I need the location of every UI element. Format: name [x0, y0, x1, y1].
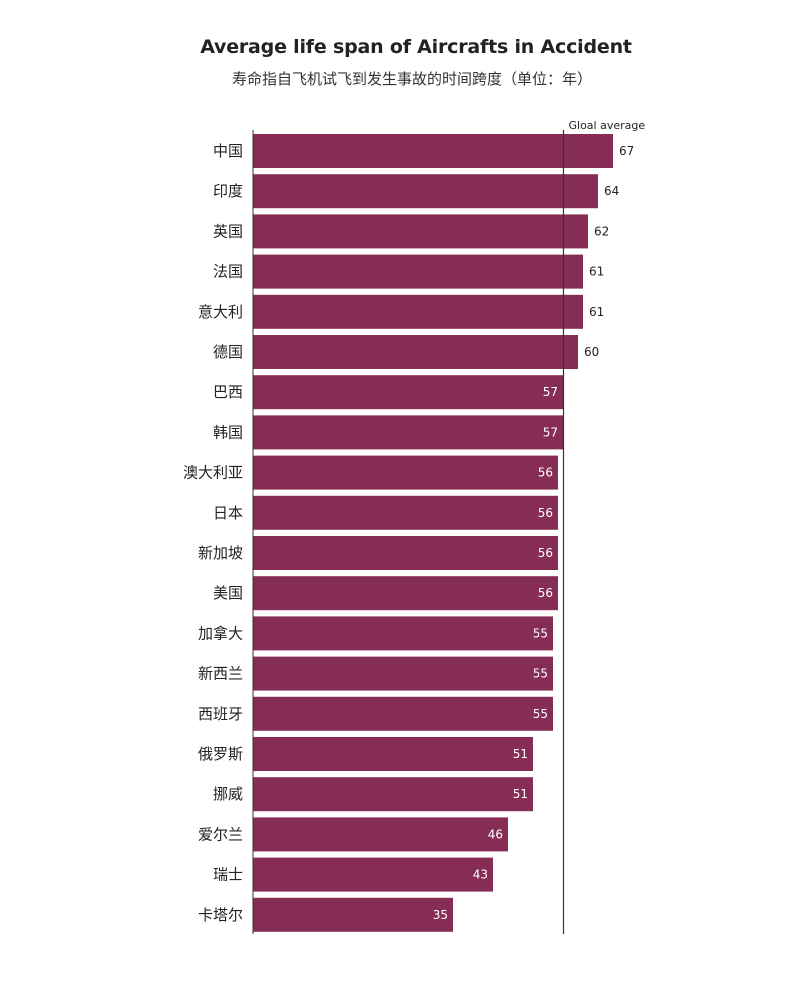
category-label: 西班牙: [198, 705, 243, 723]
data-label: 55: [533, 707, 548, 721]
bar: [253, 214, 588, 249]
category-label: 意大利: [198, 303, 243, 321]
average-reference-label: Gloal average: [569, 119, 646, 132]
data-label: 51: [513, 787, 528, 801]
bar: [253, 536, 558, 570]
bar: [253, 455, 558, 490]
data-label: 35: [433, 908, 448, 922]
bar: [253, 656, 553, 691]
bar: [253, 857, 493, 892]
data-label: 57: [543, 425, 558, 439]
category-label: 新加坡: [198, 544, 243, 562]
bar: [253, 375, 563, 410]
chart-subtitle: 寿命指自飞机试飞到发生事故的时间跨度（单位：年）: [231, 70, 592, 88]
data-label: 61: [589, 265, 604, 279]
bar: [253, 897, 453, 932]
bar: [253, 174, 598, 209]
data-label: 61: [589, 305, 604, 319]
category-label: 美国: [213, 584, 243, 602]
bar: [253, 616, 553, 651]
category-label: 俄罗斯: [198, 745, 243, 763]
category-label: 英国: [213, 222, 243, 240]
category-label: 法国: [213, 263, 243, 281]
category-label: 爱尔兰: [198, 825, 243, 843]
category-label: 印度: [213, 182, 243, 200]
category-label: 韩国: [213, 423, 243, 441]
category-label: 卡塔尔: [198, 906, 243, 924]
category-label: 中国: [213, 142, 243, 160]
category-label: 日本: [213, 504, 243, 522]
bar: [253, 576, 558, 611]
data-label: 57: [543, 385, 558, 399]
data-label: 56: [538, 546, 553, 560]
category-label: 澳大利亚: [183, 464, 243, 482]
data-label: 56: [538, 586, 553, 600]
data-label: 67: [619, 144, 634, 158]
data-label: 46: [488, 827, 503, 841]
bar: [253, 254, 583, 289]
category-label: 新西兰: [198, 665, 243, 683]
category-label: 德国: [213, 343, 243, 361]
bar: [253, 737, 533, 771]
data-label: 55: [533, 626, 548, 640]
category-label: 巴西: [213, 383, 243, 401]
bar: [253, 495, 558, 530]
bar: [253, 134, 613, 168]
data-label: 43: [473, 868, 488, 882]
category-label: 挪威: [213, 785, 243, 803]
category-label: 加拿大: [198, 624, 243, 642]
data-label: 51: [513, 747, 528, 761]
data-label: 56: [538, 506, 553, 520]
data-label: 60: [584, 345, 599, 359]
data-label: 64: [604, 184, 619, 198]
data-label: 62: [594, 224, 609, 238]
chart-title: Average life span of Aircrafts in Accide…: [200, 36, 632, 58]
category-label: 瑞士: [213, 866, 243, 884]
bar: [253, 696, 553, 731]
bar: [253, 415, 563, 450]
bar: [253, 335, 578, 369]
bar: [253, 777, 533, 812]
bar: [253, 294, 583, 329]
data-label: 55: [533, 667, 548, 681]
bar: [253, 817, 508, 852]
data-label: 56: [538, 466, 553, 480]
